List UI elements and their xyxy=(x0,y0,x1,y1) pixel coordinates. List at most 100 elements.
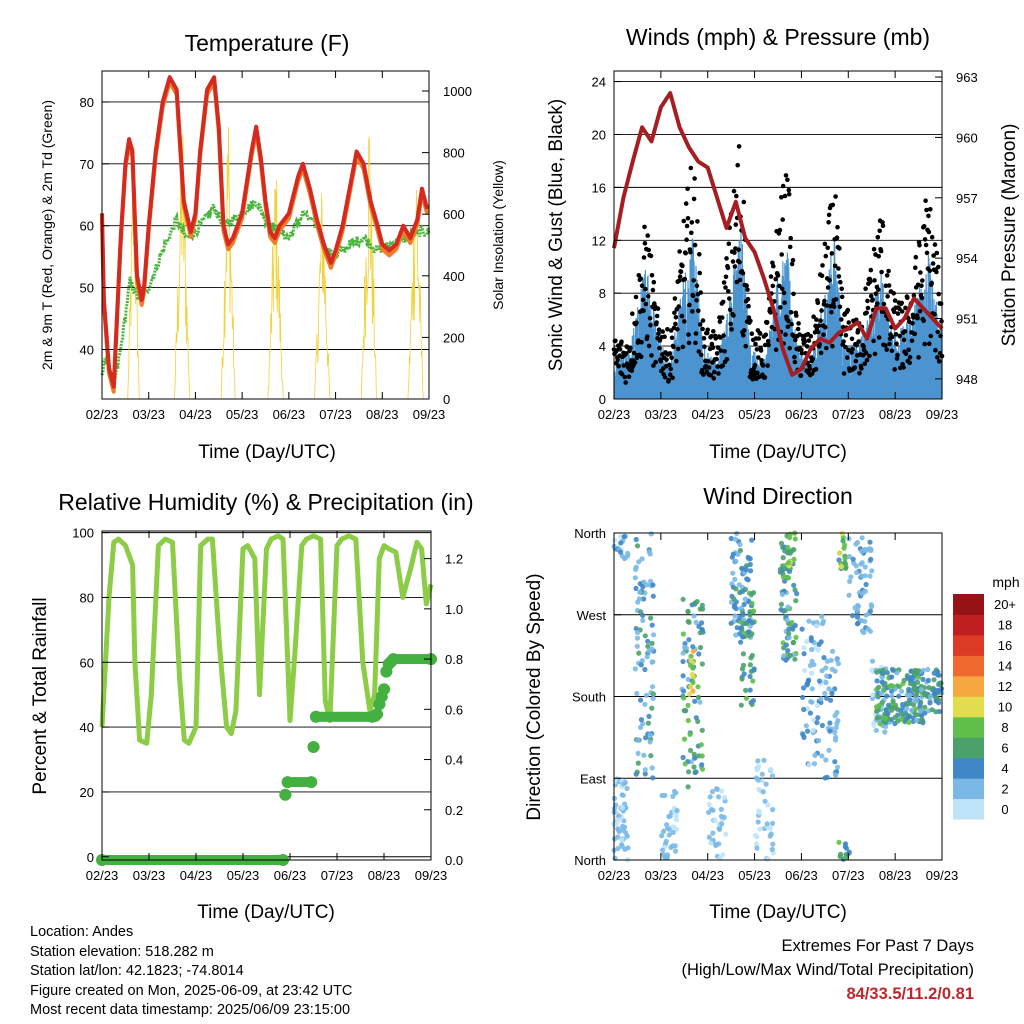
direction-point xyxy=(770,807,776,813)
direction-point xyxy=(757,826,763,832)
direction-point xyxy=(893,705,899,711)
direction-point xyxy=(632,666,639,672)
gust-point xyxy=(638,354,644,360)
direction-point xyxy=(708,840,714,846)
direction-point xyxy=(756,786,762,793)
gust-point xyxy=(799,347,804,353)
direction-point xyxy=(816,678,823,684)
direction-point xyxy=(749,600,755,606)
gust-point xyxy=(811,314,816,320)
direction-point xyxy=(838,564,845,570)
direction-point xyxy=(741,671,747,677)
direction-point xyxy=(768,831,774,837)
gust-point xyxy=(927,341,932,347)
direction-point xyxy=(807,710,814,716)
colorbar-label: 6 xyxy=(1001,740,1008,755)
direction-point xyxy=(835,718,841,724)
gust-point xyxy=(779,195,784,200)
direction-point xyxy=(819,668,825,674)
gust-point xyxy=(626,374,632,380)
gust-point xyxy=(690,309,695,314)
gust-point xyxy=(693,340,698,346)
gust-point xyxy=(919,295,925,301)
winds-ytick-label: 24 xyxy=(592,75,606,90)
gust-point xyxy=(832,263,838,269)
gust-point xyxy=(913,265,918,271)
gust-point xyxy=(682,276,688,282)
gust-point xyxy=(699,368,705,373)
direction-point xyxy=(792,536,798,542)
direction-point xyxy=(738,619,744,625)
direction-point xyxy=(854,607,861,613)
direction-point xyxy=(693,619,699,626)
gust-point xyxy=(680,344,686,350)
gust-point xyxy=(656,327,662,333)
direction-point xyxy=(673,848,679,854)
gust-point xyxy=(879,269,884,275)
direction-point xyxy=(740,612,746,618)
gust-point xyxy=(894,341,899,347)
temperature-plot-frame xyxy=(101,70,430,400)
direction-point xyxy=(784,617,790,623)
gust-point xyxy=(650,287,656,293)
colorbar-label: 10 xyxy=(998,700,1012,715)
precip-point xyxy=(309,710,322,723)
gust-point xyxy=(630,311,635,317)
gust-point xyxy=(909,338,915,344)
gust-point xyxy=(901,365,906,370)
colorbar-swatch xyxy=(953,716,984,738)
direction-point xyxy=(692,769,698,776)
gust-point xyxy=(854,342,859,348)
direction-ylabel-left: Direction (Colored By Speed) xyxy=(524,573,545,820)
direction-xtick-label: 03/23 xyxy=(645,868,678,883)
gust-point xyxy=(919,283,924,289)
gust-point xyxy=(861,344,866,349)
gust-point xyxy=(726,241,732,247)
gust-point xyxy=(917,309,923,314)
direction-xtick-label: 08/23 xyxy=(879,868,912,883)
gust-point xyxy=(777,283,782,289)
direction-point xyxy=(781,653,787,659)
gust-point xyxy=(698,290,703,295)
direction-point xyxy=(896,693,902,699)
gust-point xyxy=(923,242,929,248)
gust-point xyxy=(793,337,798,343)
gust-point xyxy=(936,291,941,297)
gust-point xyxy=(670,375,675,381)
gust-point xyxy=(871,338,876,344)
gust-point xyxy=(905,295,910,301)
gust-point xyxy=(617,347,623,352)
direction-point xyxy=(748,568,754,574)
gust-point xyxy=(775,273,781,278)
direction-point xyxy=(685,618,691,625)
direction-point xyxy=(681,736,688,742)
direction-point xyxy=(785,648,791,654)
direction-point xyxy=(907,692,913,698)
direction-point xyxy=(745,554,751,560)
gust-point xyxy=(868,279,873,285)
direction-point xyxy=(747,687,753,693)
direction-point xyxy=(707,794,713,800)
gust-point xyxy=(913,254,919,260)
gust-point xyxy=(634,320,639,326)
gust-point xyxy=(667,372,673,377)
colorbar-swatch xyxy=(953,675,984,697)
direction-point xyxy=(925,677,932,684)
direction-point xyxy=(710,807,716,813)
humidity-xtick-label: 08/23 xyxy=(368,868,401,883)
direction-xtick-label: 05/23 xyxy=(738,868,771,883)
direction-point xyxy=(659,833,665,839)
direction-point xyxy=(664,852,671,858)
direction-point xyxy=(645,638,651,644)
direction-point xyxy=(748,655,754,661)
gust-point xyxy=(676,304,681,309)
direction-point xyxy=(673,817,680,823)
direction-point xyxy=(815,647,821,653)
gust-point xyxy=(825,285,831,290)
direction-point xyxy=(761,757,767,764)
direction-point xyxy=(740,662,747,669)
gust-point xyxy=(887,341,892,347)
direction-point xyxy=(695,694,702,701)
direction-point xyxy=(922,704,928,710)
